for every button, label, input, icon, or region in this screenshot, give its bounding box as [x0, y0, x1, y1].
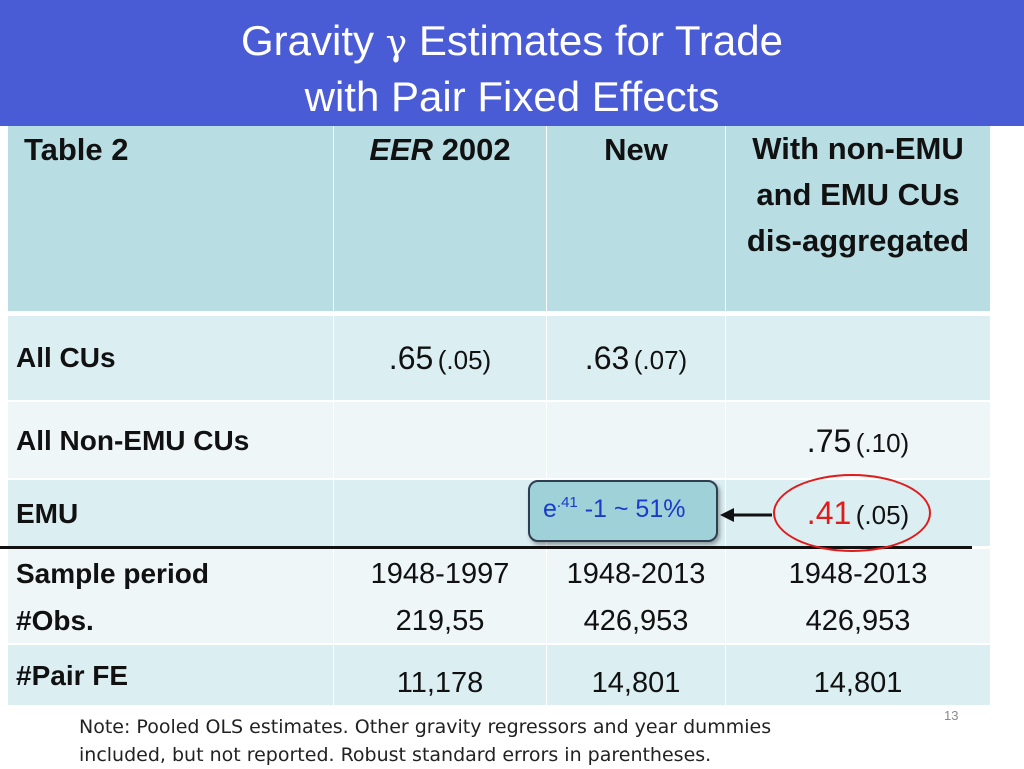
- sample-period-eer: 1948-1997: [370, 558, 510, 590]
- header-eer-2002: EER 2002: [369, 132, 511, 167]
- row-label-emu: EMU: [16, 498, 79, 529]
- header-table-label: Table 2: [24, 132, 129, 167]
- pair-fe-new: 14,801: [591, 667, 681, 699]
- callout-formula: e.41 -1 ~ 51%: [543, 494, 686, 523]
- all-cus-new-estimate: .63 (.07): [584, 340, 688, 376]
- pair-fe-eer: 11,178: [396, 667, 484, 699]
- callout-box: e.41 -1 ~ 51%: [528, 480, 718, 542]
- title-line-1: Gravity γ Estimates for Trade: [240, 17, 783, 64]
- header-new: New: [604, 132, 668, 167]
- obs-eer: 219,55: [395, 605, 485, 637]
- sample-period-new: 1948-2013: [566, 558, 706, 590]
- obs-new: 426,953: [583, 605, 689, 637]
- row-emu-c1-cell: [334, 480, 546, 546]
- all-cus-eer-estimate: .65 (.05): [388, 340, 492, 376]
- title-bar: [0, 0, 1024, 126]
- separator-line: [0, 546, 972, 549]
- row-emu-label-cell: [8, 480, 333, 546]
- footnote: Note: Pooled OLS estimates. Other gravit…: [79, 716, 772, 766]
- row-label-sample-period: Sample period: [16, 558, 209, 589]
- row-non-emu-c3-cell: [726, 402, 990, 478]
- row-label-non-emu: All Non-EMU CUs: [16, 425, 250, 456]
- header-cell-label: [8, 126, 333, 311]
- row-label-all-cus: All CUs: [16, 342, 116, 373]
- row-pair-fe-c2-cell: [547, 645, 725, 705]
- non-emu-estimate: .75 (.10): [806, 423, 910, 459]
- sample-period-disagg: 1948-2013: [788, 558, 928, 590]
- row-pair-fe-c1-cell: [334, 645, 546, 705]
- row-all-cus-c1-cell: [334, 316, 546, 400]
- row-all-cus-c2-cell: [547, 316, 725, 400]
- arrow-icon: [720, 508, 772, 522]
- highlight-ellipse: [773, 474, 931, 552]
- row-sample-label-cell: [8, 549, 333, 643]
- header-cell-eer: [334, 126, 546, 311]
- gamma-symbol: γ: [385, 23, 408, 64]
- pair-fe-disagg: 14,801: [813, 667, 903, 699]
- header-disaggregated: With non-EMU and EMU CUs dis-aggregated: [746, 131, 970, 258]
- row-sample-c1-cell: [334, 549, 546, 643]
- row-non-emu-c1-cell: [334, 402, 546, 478]
- row-pair-fe-label-cell: [8, 645, 333, 705]
- header-cell-new: [547, 126, 725, 311]
- row-sample-c3-cell: [726, 549, 990, 643]
- row-label-obs: #Obs.: [16, 605, 94, 636]
- row-all-cus-label-cell: [8, 316, 333, 400]
- row-all-cus-c3-cell: [726, 316, 990, 400]
- row-non-emu-label-cell: [8, 402, 333, 478]
- row-label-pair-fe: #Pair FE: [16, 660, 129, 691]
- obs-disagg: 426,953: [805, 605, 911, 637]
- row-non-emu-c2-cell: [547, 402, 725, 478]
- title-line-2: with Pair Fixed Effects: [304, 73, 720, 120]
- page-number: 13: [944, 708, 959, 723]
- slide-title: Gravity γ Estimates for Trade with Pair …: [0, 14, 1024, 123]
- row-sample-c2-cell: [547, 549, 725, 643]
- header-cell-disagg: [726, 126, 990, 311]
- row-pair-fe-c3-cell: [726, 645, 990, 705]
